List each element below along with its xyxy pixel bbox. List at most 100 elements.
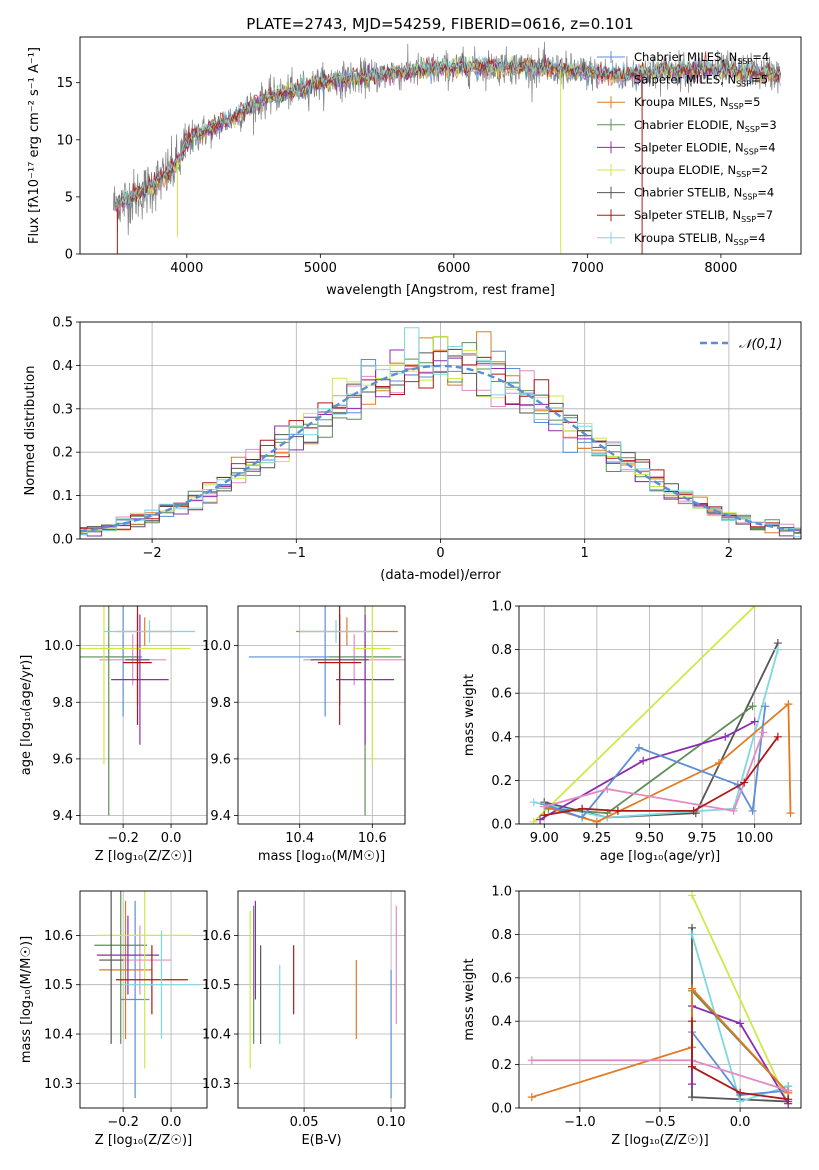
- y-tick-label: 9.6: [52, 752, 73, 767]
- y-tick-label: 9.6: [210, 752, 231, 767]
- legend-tail: =4: [757, 186, 774, 200]
- legend-subscript: SSP: [729, 102, 744, 111]
- figure-title: PLATE=2743, MJD=54259, FIBERID=0616, z=0…: [246, 15, 633, 33]
- y-tick-label: 5: [65, 190, 73, 205]
- x-axis-label: Z [log₁₀(Z/Z☉)]: [95, 849, 192, 864]
- y-tick-label: 9.4: [52, 809, 73, 824]
- legend-tail: =3: [760, 118, 777, 132]
- legend: 𝒩(0,1): [700, 337, 782, 352]
- y-tick-label: 0.5: [52, 316, 73, 331]
- x-tick-label: 0.0: [730, 1115, 751, 1130]
- legend-subscript: SSP: [736, 80, 751, 89]
- axes-frame: [79, 605, 208, 825]
- y-tick-label: 0.3: [52, 402, 73, 417]
- x-tick-label: 2: [725, 546, 733, 561]
- legend-tail: =7: [756, 208, 773, 222]
- legend-tail: =5: [744, 95, 761, 109]
- x-tick-label: 9.50: [635, 831, 664, 846]
- x-tick-label: −0.5: [644, 1115, 676, 1130]
- axes-mass_vs_ebv: 0.05 0.10 10.3 10.4 10.5 10.6 E(B-V): [202, 890, 406, 1148]
- legend-label-kroupa_miles: Kroupa MILES, NSSP=5: [634, 95, 760, 111]
- x-axis-label: E(B-V): [301, 1133, 341, 1148]
- point-marker-salpeter_stelib: [540, 811, 549, 820]
- legend-subscript: SSP: [734, 238, 749, 247]
- axes-frame: [79, 36, 802, 255]
- x-tick-label: 8000: [704, 261, 737, 276]
- x-axis-label: Z [log₁₀(Z/Z☉)]: [611, 1133, 708, 1148]
- point-marker-salpeter_stelib: [689, 806, 698, 815]
- y-tick-label: 9.4: [210, 809, 231, 824]
- y-tick-label: 10.5: [44, 978, 73, 993]
- series-line-salpeter_miles: [544, 732, 764, 812]
- y-tick-label: 10.3: [44, 1077, 73, 1092]
- point-marker-chabrier_miles: [634, 743, 643, 752]
- point-marker-salpeter_stelib: [773, 732, 782, 741]
- y-tick-label: 0.0: [491, 1102, 512, 1117]
- model-spectrum-kroupa_stelib: [115, 55, 781, 208]
- y-tick-label: 0.8: [491, 928, 512, 943]
- x-tick-label: 9.75: [688, 831, 717, 846]
- axes-frame: [518, 890, 802, 1109]
- point-marker-salpeter_elodie: [688, 1080, 697, 1089]
- y-tick-label: 10.3: [202, 1077, 231, 1092]
- series-line-salpeter_stelib: [544, 736, 779, 817]
- legend-label-chabrier_miles: Chabrier MILES, NSSP=4: [634, 50, 769, 66]
- axes-age_vs_mass: 10.4 10.6 9.4 9.6 9.8 10.0 mass [log₁₀(M/M☉)]: [202, 605, 406, 864]
- y-axis-label: mass weight: [462, 674, 477, 756]
- y-tick-label: 0.0: [491, 818, 512, 833]
- point-marker-salpeter_stelib: [736, 1088, 745, 1097]
- legend-label-salpeter_elodie: Salpeter ELODIE, NSSP=4: [634, 140, 776, 156]
- legend-label-normal: 𝒩(0,1): [739, 337, 782, 352]
- plot-area: [238, 606, 405, 824]
- axes-frame: [237, 890, 406, 1109]
- y-axis-label: Flux [fλ10⁻¹⁷ erg cm⁻² s⁻¹ A⁻¹]: [27, 47, 42, 244]
- point-marker-kroupa_stelib: [529, 798, 538, 807]
- legend-subscript: SSP: [744, 147, 759, 156]
- y-tick-label: 10.4: [44, 1028, 73, 1043]
- y-tick-label: 10.6: [44, 929, 73, 944]
- x-tick-label: 9.00: [530, 831, 559, 846]
- point-marker-kroupa_elodie: [529, 817, 538, 824]
- axes-frame: [79, 890, 208, 1109]
- legend-subscript: SSP: [742, 193, 757, 202]
- plot-area: [238, 891, 405, 1108]
- point-marker-salpeter_stelib: [688, 1062, 697, 1071]
- x-tick-label: −2: [143, 546, 162, 561]
- point-marker-kroupa_miles: [714, 758, 723, 767]
- point-marker-chabrier_miles: [748, 806, 757, 815]
- y-tick-label: 0.8: [491, 643, 512, 658]
- legend-tail: =4: [759, 140, 776, 154]
- point-marker-kroupa_stelib: [773, 645, 782, 654]
- point-marker-salpeter_miles: [759, 728, 768, 737]
- legend-tail: =4: [749, 231, 766, 245]
- histogram-salpeter_stelib: [80, 348, 801, 539]
- x-tick-label: 5000: [304, 261, 337, 276]
- y-tick-label: 10: [56, 133, 73, 148]
- x-tick-label: −0.2: [107, 1115, 139, 1130]
- x-axis-label: Z [log₁₀(Z/Z☉)]: [95, 1133, 192, 1148]
- legend: Chabrier MILES, NSSP=4 Salpeter MILES, NS…: [597, 50, 777, 247]
- x-tick-label: 9.25: [582, 831, 611, 846]
- x-tick-label: 4000: [170, 261, 203, 276]
- plot-area: [80, 891, 207, 1108]
- x-axis-label: wavelength [Angstrom, rest frame]: [326, 283, 555, 298]
- legend-label-kroupa_stelib: Kroupa STELIB, NSSP=4: [634, 231, 765, 247]
- point-marker-chabrier_stelib: [688, 1093, 697, 1102]
- point-marker-salpeter_elodie: [736, 1019, 745, 1028]
- point-marker-salpeter_elodie: [536, 815, 545, 824]
- y-tick-label: 0.4: [491, 1015, 512, 1030]
- y-tick-label: 10.4: [202, 1028, 231, 1043]
- legend-tail: =4: [752, 50, 769, 64]
- x-tick-label: 0.05: [290, 1115, 319, 1130]
- x-tick-label: 1: [581, 546, 589, 561]
- point-marker-kroupa_miles: [592, 817, 601, 824]
- point-marker-salpeter_stelib: [688, 1017, 697, 1026]
- point-marker-salpeter_miles: [784, 1086, 793, 1095]
- plot-area: [80, 322, 801, 539]
- legend-subscript: SSP: [741, 215, 756, 224]
- x-tick-label: 0.0: [161, 831, 182, 846]
- axes-spectrum: 4000 5000 6000 7000 8000 0 5 10 15 wavelength [An…: [27, 36, 802, 298]
- axes-frame: [79, 321, 802, 540]
- legend-label-kroupa_elodie: Kroupa ELODIE, NSSP=2: [634, 163, 768, 179]
